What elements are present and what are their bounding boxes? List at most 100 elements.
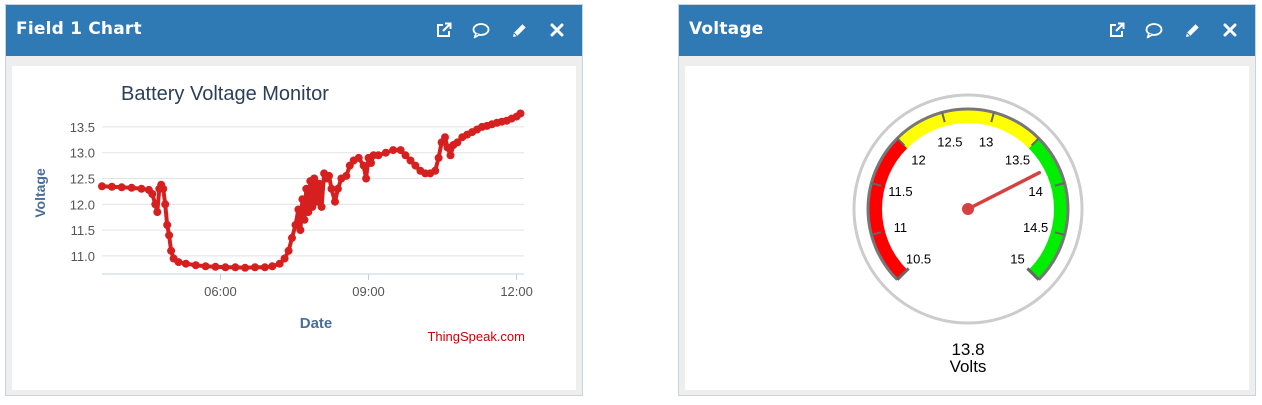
gauge-band xyxy=(868,138,908,280)
chart-title: Battery Voltage Monitor xyxy=(121,83,329,105)
comment-icon[interactable] xyxy=(470,19,492,41)
data-point xyxy=(367,159,375,167)
data-point xyxy=(280,254,289,263)
gauge-tick-label: 10.5 xyxy=(906,252,931,267)
gauge-panel: 10.5 11 11.5 12 12.5 13 13.5 14 14.5 15 13.8 Volt… xyxy=(685,66,1249,390)
comment-icon[interactable] xyxy=(1143,19,1165,41)
data-point xyxy=(241,263,250,272)
pencil-icon[interactable] xyxy=(1181,19,1203,41)
data-point xyxy=(327,184,336,193)
gauge-scale-rim xyxy=(866,107,1070,281)
close-icon[interactable] xyxy=(1219,19,1241,41)
gauge-end-cap xyxy=(1026,267,1040,281)
widget-title: Voltage xyxy=(689,19,764,39)
data-point xyxy=(431,166,440,175)
data-point xyxy=(174,258,183,267)
gauge-tick xyxy=(871,231,882,236)
data-point xyxy=(406,156,415,165)
data-point xyxy=(151,200,160,209)
gauge-tick xyxy=(896,137,906,147)
gauge-tick-label: 12.5 xyxy=(937,134,962,149)
pencil-icon[interactable] xyxy=(508,19,530,41)
widget-title: Field 1 Chart xyxy=(16,19,142,39)
gauge-band xyxy=(1028,138,1068,280)
gauge-tick xyxy=(990,112,995,123)
data-point xyxy=(260,263,269,272)
gauge-tick-label: 14 xyxy=(1028,184,1042,199)
data-point xyxy=(296,226,305,235)
data-point xyxy=(181,259,190,268)
data-point xyxy=(516,109,525,118)
gauge-tick xyxy=(1054,231,1065,236)
data-point xyxy=(291,221,300,229)
widget-toolbar xyxy=(1105,19,1241,41)
widget-header: Field 1 Chart xyxy=(6,5,582,56)
data-point xyxy=(374,151,383,160)
data-point xyxy=(310,174,319,183)
x-tick-label: 09:00 xyxy=(352,284,385,299)
data-point xyxy=(201,262,210,271)
data-point xyxy=(117,183,126,192)
widget-toolbar xyxy=(432,19,568,41)
data-point xyxy=(333,184,342,193)
data-point xyxy=(411,161,420,170)
data-point xyxy=(308,202,317,211)
y-tick-label: 11.0 xyxy=(71,249,95,264)
data-point xyxy=(298,195,307,204)
data-point xyxy=(148,190,157,198)
data-point xyxy=(127,183,136,192)
data-point xyxy=(161,200,170,209)
data-point xyxy=(359,161,368,170)
data-point xyxy=(98,182,106,191)
data-point xyxy=(312,197,321,206)
data-point xyxy=(342,171,351,180)
gauge-needle xyxy=(966,170,1042,211)
gauge-tick-label: 13 xyxy=(979,134,993,149)
gauge-tick-label: 15 xyxy=(1010,252,1024,267)
field-chart-widget: Field 1 Chart Battery Voltage Monitor 11… xyxy=(5,4,583,396)
x-tick-label: 12:00 xyxy=(500,284,533,299)
data-point xyxy=(284,246,293,255)
voltage-gauge-widget: Voltage 10.5 11 11.5 12 12.5 13 13.5 14 14.5 15 1 xyxy=(678,4,1256,396)
y-tick-label: 13.5 xyxy=(70,120,95,135)
data-point xyxy=(441,133,449,142)
y-tick-label: 12.0 xyxy=(70,197,95,212)
data-point xyxy=(167,246,176,255)
data-point xyxy=(165,231,174,240)
x-axis-title: Date xyxy=(300,315,333,332)
gauge-unit: Volts xyxy=(950,357,987,376)
data-point xyxy=(153,208,162,217)
data-point xyxy=(354,153,363,162)
data-point xyxy=(401,151,410,160)
data-point xyxy=(325,171,333,180)
data-point xyxy=(381,148,390,157)
data-point xyxy=(434,153,443,162)
data-point xyxy=(231,263,240,272)
data-point xyxy=(396,146,405,155)
data-point xyxy=(294,205,303,214)
external-link-icon[interactable] xyxy=(1105,19,1127,41)
voltage-chart: Battery Voltage Monitor 11.0 11.5 12.0 12.5… xyxy=(32,83,533,344)
data-point xyxy=(211,262,220,271)
x-tick-label: 06:00 xyxy=(204,284,237,299)
y-tick-label: 12.5 xyxy=(70,172,95,187)
data-point xyxy=(251,263,259,272)
gauge-value: 13.8 xyxy=(951,340,984,359)
data-point xyxy=(163,221,172,229)
y-tick-label: 13.0 xyxy=(70,146,95,161)
data-point xyxy=(317,202,326,211)
voltage-gauge: 10.5 11 11.5 12 12.5 13 13.5 14 14.5 15 13.8 Volt… xyxy=(852,93,1084,376)
data-point xyxy=(288,233,296,242)
widget-header: Voltage xyxy=(679,5,1255,56)
gauge-tick-label: 12 xyxy=(911,153,925,168)
gauge-tick-label: 11.5 xyxy=(888,184,912,199)
close-icon[interactable] xyxy=(546,19,568,41)
gauge-tick xyxy=(871,182,882,187)
gauge-tick-label: 14.5 xyxy=(1023,220,1048,235)
data-point xyxy=(300,215,309,224)
external-link-icon[interactable] xyxy=(432,19,454,41)
data-point xyxy=(137,184,146,193)
gauge-tick xyxy=(941,112,946,123)
data-point xyxy=(268,262,277,271)
chart-credit[interactable]: ThingSpeak.com xyxy=(427,329,525,344)
